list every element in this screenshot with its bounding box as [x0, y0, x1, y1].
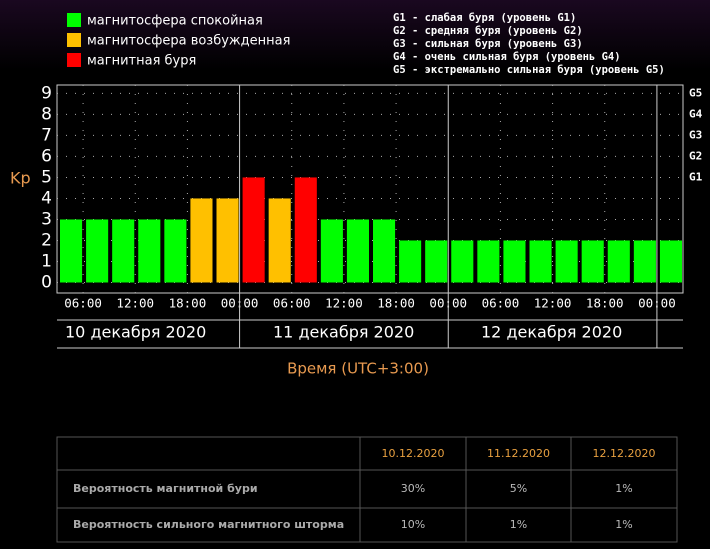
- bar: [138, 219, 161, 283]
- bar: [633, 240, 656, 283]
- legend-swatch: [67, 13, 81, 27]
- day-label: 10 декабря 2020: [65, 323, 206, 342]
- forecast-table: 10.12.2020 11.12.2020 12.12.2020 Вероятност…: [56, 436, 678, 543]
- bar: [451, 240, 474, 283]
- bar: [60, 219, 83, 283]
- y-tick-label: 1: [41, 251, 52, 271]
- bar: [294, 177, 317, 283]
- bar: [425, 240, 448, 283]
- plot-frame: [56, 84, 684, 294]
- legend-swatch: [67, 53, 81, 67]
- y-tick-label: 9: [41, 83, 52, 103]
- bar: [555, 240, 578, 283]
- x-tick-label: 18:00: [377, 296, 415, 311]
- x-tick-label: 12:00: [116, 296, 154, 311]
- day-label: 11 декабря 2020: [273, 323, 414, 342]
- storm-level: G1 - слабая буря (уровень G1): [393, 12, 576, 24]
- y-tick-label: 7: [41, 125, 52, 145]
- x-tick-label: 06:00: [64, 296, 102, 311]
- bar: [399, 240, 422, 283]
- bar: [268, 198, 291, 283]
- x-tick-label: 06:00: [482, 296, 520, 311]
- table-header: 11.12.2020: [487, 447, 550, 460]
- storm-level: G2 - средняя буря (уровень G2): [393, 25, 583, 37]
- bar: [86, 219, 109, 283]
- bar: [529, 240, 552, 283]
- day-label: 12 декабря 2020: [481, 323, 622, 342]
- y2-tick-label: G2: [689, 149, 702, 162]
- legend-label: магнитная буря: [87, 54, 196, 69]
- bar: [659, 240, 682, 283]
- x-tick-label: 12:00: [534, 296, 572, 311]
- table-header: 10.12.2020: [382, 447, 445, 460]
- y-tick-label: 6: [41, 146, 52, 166]
- row-label: Вероятность сильного магнитного шторма: [73, 518, 344, 531]
- x-tick-label: 18:00: [586, 296, 624, 311]
- bar: [346, 219, 369, 283]
- legend-swatch: [67, 33, 81, 47]
- bar: [320, 219, 343, 283]
- bar: [242, 177, 265, 283]
- y2-tick-label: G3: [689, 128, 702, 141]
- x-tick-label: 12:00: [325, 296, 363, 311]
- y-tick-label: 3: [41, 209, 52, 229]
- y-axis-label: Kp: [10, 169, 31, 188]
- bar: [190, 198, 213, 283]
- bar: [373, 219, 396, 283]
- bar: [477, 240, 500, 283]
- y-tick-label: 5: [41, 167, 52, 187]
- legend-label: магнитосфера возбужденная: [87, 34, 290, 49]
- bar: [503, 240, 526, 283]
- y2-tick-label: G5: [689, 86, 702, 99]
- bar: [112, 219, 135, 283]
- y2-tick-label: G4: [689, 107, 703, 120]
- table-cell: 30%: [401, 482, 425, 495]
- y-tick-label: 4: [41, 188, 52, 208]
- row-label: Вероятность магнитной бури: [73, 482, 258, 495]
- y-tick-label: 0: [41, 272, 52, 292]
- x-axis-label: Время (UTC+3:00): [287, 360, 429, 378]
- table-cell: 5%: [510, 482, 527, 495]
- table-header: 12.12.2020: [593, 447, 656, 460]
- table-cell: 10%: [401, 518, 425, 531]
- table-border: [56, 436, 678, 543]
- bar: [607, 240, 630, 283]
- y2-tick-label: G1: [689, 170, 703, 183]
- x-tick-label: 18:00: [169, 296, 207, 311]
- bar: [216, 198, 239, 283]
- table-cell: 1%: [615, 482, 632, 495]
- storm-level: G5 - экстремально сильная буря (уровень …: [393, 64, 665, 76]
- x-tick-label: 06:00: [273, 296, 311, 311]
- legend-label: магнитосфера спокойная: [87, 14, 263, 29]
- y-tick-label: 8: [41, 104, 52, 124]
- bar: [581, 240, 604, 283]
- y-tick-label: 2: [41, 230, 52, 250]
- storm-level: G3 - сильная буря (уровень G3): [393, 38, 583, 50]
- table-cell: 1%: [615, 518, 632, 531]
- bar: [164, 219, 187, 283]
- table-cell: 1%: [510, 518, 527, 531]
- storm-level: G4 - очень сильная буря (уровень G4): [393, 51, 621, 63]
